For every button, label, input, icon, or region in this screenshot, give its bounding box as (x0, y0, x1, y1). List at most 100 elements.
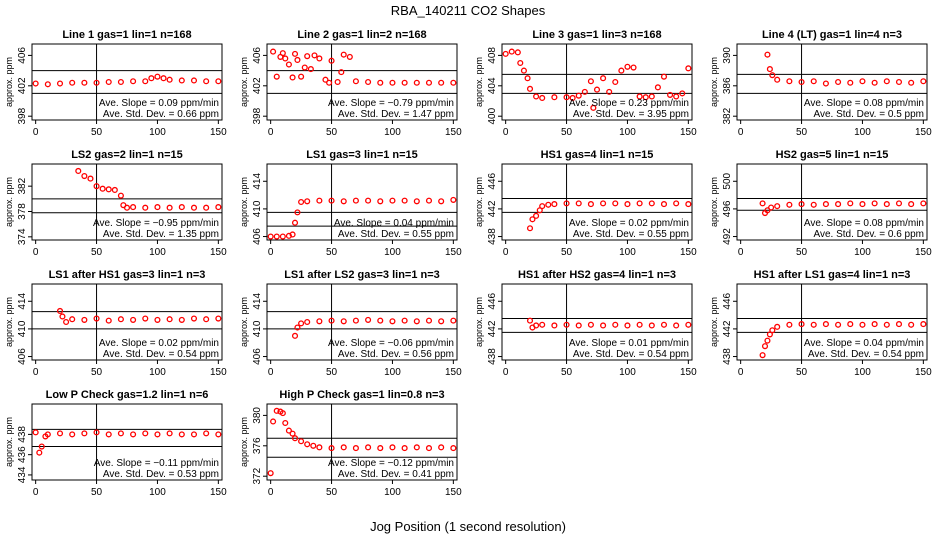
data-point (289, 231, 296, 238)
chart-panel: Line 4 (LT) gas=1 lin=4 n=3 0 50 100 150 382 3… (709, 29, 932, 138)
x-tick-label: 150 (445, 367, 462, 378)
data-point (859, 201, 866, 208)
y-tick-label: 438 (487, 348, 498, 365)
data-point (298, 198, 305, 206)
data-point (365, 78, 372, 86)
data-point (285, 61, 292, 68)
x-tick-label: 100 (384, 487, 401, 498)
data-point (600, 200, 607, 207)
data-point (377, 317, 384, 324)
data-point (587, 321, 594, 328)
y-tick-label: 386 (722, 77, 733, 94)
data-point (304, 441, 311, 448)
data-point (56, 307, 64, 314)
data-point (294, 56, 301, 64)
y-tick-label: 410 (252, 320, 263, 337)
y-axis-label: approx. ppm (239, 57, 249, 107)
data-point (273, 73, 280, 80)
x-tick-label: 100 (149, 127, 166, 138)
data-point (575, 200, 582, 207)
panel-title: HS1 after HS2 gas=4 lin=1 n=3 (518, 269, 676, 281)
plot-frame (266, 283, 458, 361)
data-point (178, 431, 185, 438)
y-tick-label: 398 (252, 107, 263, 124)
y-tick-label: 434 (17, 466, 28, 483)
data-point (425, 79, 433, 86)
data-point (526, 317, 534, 324)
data-point (160, 75, 167, 82)
slope-annotation: Ave. Slope = −0.95 ppm/min (93, 218, 219, 229)
data-point (438, 318, 445, 325)
data-point (203, 78, 210, 85)
x-tick-label: 150 (210, 487, 227, 498)
data-point (575, 322, 582, 329)
data-point (642, 94, 649, 101)
chart-panel: Line 1 gas=1 lin=1 n=168 0 50 100 150 398 402 4… (4, 29, 227, 138)
data-point (822, 321, 829, 328)
data-point (517, 59, 524, 67)
y-tick-label: 374 (17, 228, 28, 245)
data-point (539, 321, 546, 328)
y-tick-label: 402 (17, 77, 28, 94)
data-point (44, 431, 51, 438)
data-point (273, 233, 280, 240)
x-tick-label: 100 (384, 367, 401, 378)
data-point (285, 427, 292, 434)
data-point (298, 320, 305, 327)
x-tick-label: 150 (915, 247, 932, 258)
data-point (154, 316, 161, 323)
data-point (920, 321, 927, 328)
data-point (895, 78, 903, 86)
x-tick-label: 100 (149, 247, 166, 258)
data-point (316, 444, 323, 451)
chart-panel: High P Check gas=1 lin=0.8 n=3 0 50 100 150 3… (239, 389, 462, 498)
x-tick-label: 0 (33, 127, 39, 138)
data-point (69, 79, 76, 86)
data-point (673, 93, 680, 100)
data-point (130, 431, 137, 438)
data-point (438, 79, 445, 86)
data-point (190, 431, 198, 438)
data-point (545, 201, 552, 208)
stdev-annotation: Ave. Std. Dev. = 0.54 ppm (808, 349, 924, 360)
data-point (270, 48, 277, 55)
data-point (142, 204, 149, 211)
x-tick-label: 0 (503, 247, 509, 258)
data-point (273, 407, 280, 414)
data-point (178, 316, 185, 323)
plot-frame (266, 403, 458, 481)
x-tick-label: 100 (619, 247, 636, 258)
data-point (105, 431, 112, 438)
data-point (166, 430, 173, 437)
y-tick-label: 446 (487, 172, 498, 189)
data-point (520, 67, 527, 74)
data-point (526, 85, 534, 92)
plot-frame (266, 43, 458, 121)
x-tick-label: 100 (854, 367, 871, 378)
y-tick-label: 406 (17, 47, 28, 64)
data-point (340, 198, 347, 205)
data-point (117, 78, 124, 86)
stdev-annotation: Ave. Std. Dev. = 0.5 ppm (813, 109, 924, 120)
data-point (810, 78, 817, 85)
data-point (413, 79, 420, 86)
chart-panel: LS1 after HS1 gas=3 lin=1 n=3 0 50 100 150 40… (4, 269, 227, 378)
y-tick-label: 406 (252, 228, 263, 245)
data-point (883, 78, 890, 85)
panel-title: HS1 after LS1 gas=4 lin=1 n=3 (754, 269, 911, 281)
data-point (190, 204, 198, 211)
slope-annotation: Ave. Slope = −0.12 ppm/min (328, 458, 454, 469)
data-point (786, 321, 793, 328)
data-point (166, 316, 173, 323)
plot-frame (501, 163, 693, 241)
stdev-annotation: Ave. Std. Dev. = 1.47 ppm (338, 109, 454, 120)
data-point (533, 212, 540, 219)
data-point (425, 317, 433, 324)
data-point (279, 233, 286, 240)
plot-frame (31, 283, 223, 361)
data-point (279, 50, 286, 57)
x-tick-label: 0 (33, 367, 39, 378)
data-point (533, 322, 540, 329)
x-tick-label: 50 (561, 247, 573, 258)
data-point (340, 444, 347, 451)
